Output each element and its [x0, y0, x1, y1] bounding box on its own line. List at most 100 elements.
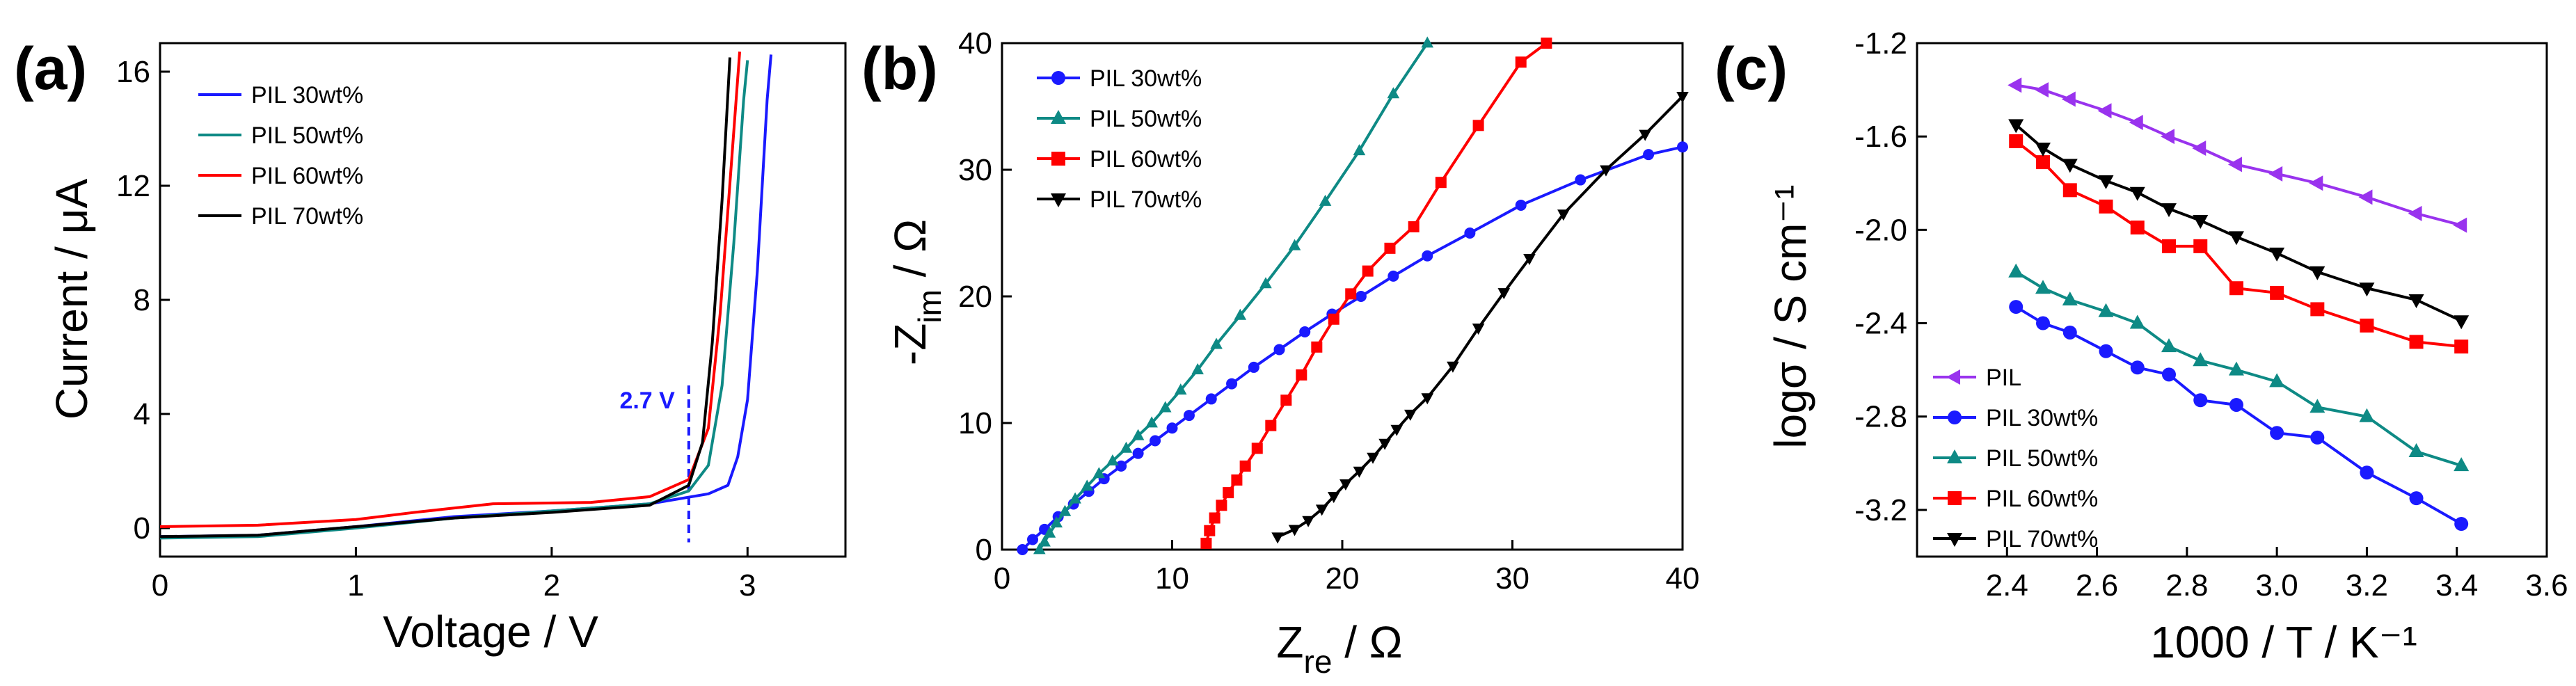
- y-tick-label: 12: [116, 169, 150, 203]
- plot-area: 2.4 2.6 2.8 3.0 3.2 3.4 3.6 -3.2 -2.8 -2.4 -2.0 -1.…: [1854, 26, 2568, 603]
- y-tick-label: -3.2: [1854, 493, 1907, 527]
- data-point: [1523, 254, 1536, 265]
- data-point: [1296, 369, 1307, 381]
- data-point: [1472, 324, 1485, 335]
- data-point: [2228, 361, 2244, 376]
- x-tick-label: 30: [1495, 561, 1529, 596]
- data-point: [2454, 517, 2469, 532]
- legend-marker: [1946, 369, 1960, 385]
- data-point: [1355, 291, 1367, 302]
- data-point: [1639, 129, 1652, 141]
- data-point: [1159, 401, 1172, 413]
- y-axis-label: logσ / S cm⁻¹: [1765, 184, 1815, 448]
- data-point: [1106, 454, 1119, 465]
- y-tick-label: 0: [134, 511, 150, 545]
- data-point: [2099, 344, 2113, 358]
- data-point: [2408, 294, 2424, 308]
- legend-entry: PIL 30wt%: [1037, 65, 1202, 92]
- x-tick-label: 3.2: [2346, 568, 2388, 603]
- panel-a: (a) Voltage / V Current / μA 0 1 2 30481216…: [14, 35, 847, 657]
- x-tick-label: 1: [347, 568, 364, 603]
- legend-marker: [1051, 71, 1065, 85]
- y-tick-label: 10: [958, 406, 992, 440]
- data-point: [2099, 199, 2113, 214]
- legend-entry: PIL 60wt%: [1933, 486, 2098, 512]
- data-point: [1183, 410, 1195, 422]
- series-pil-30wt-: [2009, 300, 2469, 532]
- series-line: [159, 57, 731, 539]
- x-tick-label: 20: [1326, 561, 1360, 596]
- data-point: [1557, 209, 1570, 221]
- legend-entry: PIL 50wt%: [1037, 106, 1202, 132]
- data-point: [1515, 56, 1527, 68]
- series-pil-50wt-: [1033, 36, 1434, 555]
- data-point: [2309, 175, 2323, 191]
- y-axis-label: -Zim / Ω: [885, 219, 948, 365]
- data-point: [2008, 263, 2024, 278]
- data-point: [1677, 141, 1688, 153]
- data-point: [2062, 159, 2078, 173]
- x-axis-label: Voltage / V: [383, 607, 598, 657]
- series-pil: [2007, 77, 2467, 233]
- data-point: [2035, 280, 2051, 294]
- data-point: [2309, 266, 2325, 280]
- data-point: [2035, 142, 2051, 157]
- data-point: [2454, 340, 2469, 354]
- data-point: [1643, 149, 1655, 161]
- legend-label: PIL 30wt%: [251, 82, 363, 109]
- data-point: [1150, 435, 1161, 447]
- data-point: [1384, 242, 1396, 254]
- data-point: [1421, 393, 1434, 405]
- series-pil-60wt-: [2009, 134, 2469, 354]
- y-tick-label: 20: [958, 280, 992, 314]
- data-point: [2360, 318, 2374, 333]
- data-point: [1191, 362, 1204, 374]
- data-point: [1265, 420, 1277, 431]
- data-point: [2062, 325, 2077, 340]
- x-axis-label: 1000 / T / K⁻¹: [2150, 617, 2417, 667]
- data-point: [2161, 129, 2175, 145]
- data-point: [1422, 250, 1433, 262]
- legend-entry: PIL: [1933, 365, 2021, 391]
- data-point: [2062, 292, 2078, 305]
- series-pil-60wt-: [159, 51, 742, 528]
- data-point: [2408, 205, 2422, 221]
- data-point: [2036, 155, 2050, 170]
- panel-label-b: (b): [861, 35, 938, 102]
- data-point: [2007, 77, 2022, 93]
- data-point: [2359, 282, 2375, 297]
- data-point: [2193, 239, 2208, 253]
- data-point: [1166, 422, 1178, 434]
- y-tick-label: 4: [134, 397, 150, 431]
- data-point: [1043, 526, 1056, 538]
- data-point: [1315, 504, 1328, 516]
- x-tick-label: 40: [1666, 561, 1700, 596]
- data-point: [1092, 467, 1106, 479]
- data-point: [2270, 285, 2284, 300]
- y-axis-label: Current / μA: [47, 179, 97, 420]
- legend-entry: PIL 60wt%: [198, 163, 363, 189]
- data-point: [2229, 281, 2243, 296]
- data-point: [2310, 430, 2325, 445]
- data-point: [2062, 183, 2077, 198]
- legend-marker: [1051, 152, 1065, 166]
- data-point: [1226, 378, 1238, 390]
- data-point: [1515, 199, 1527, 211]
- data-point: [1210, 337, 1223, 349]
- legend-marker: [1948, 491, 1962, 505]
- data-point: [2098, 303, 2114, 317]
- series-line: [2014, 140, 2462, 349]
- data-point: [1132, 447, 1144, 459]
- data-point: [2162, 367, 2176, 382]
- data-point: [1447, 361, 1459, 373]
- data-point: [2269, 247, 2285, 262]
- data-point: [1327, 492, 1340, 504]
- data-point: [1311, 341, 1323, 353]
- data-point: [1541, 38, 1552, 49]
- data-point: [2409, 491, 2424, 506]
- series-line: [2015, 83, 2462, 227]
- data-point: [2193, 214, 2209, 229]
- series-pil-60wt-: [1200, 38, 1552, 549]
- data-point: [1421, 36, 1434, 48]
- data-point: [2161, 338, 2177, 353]
